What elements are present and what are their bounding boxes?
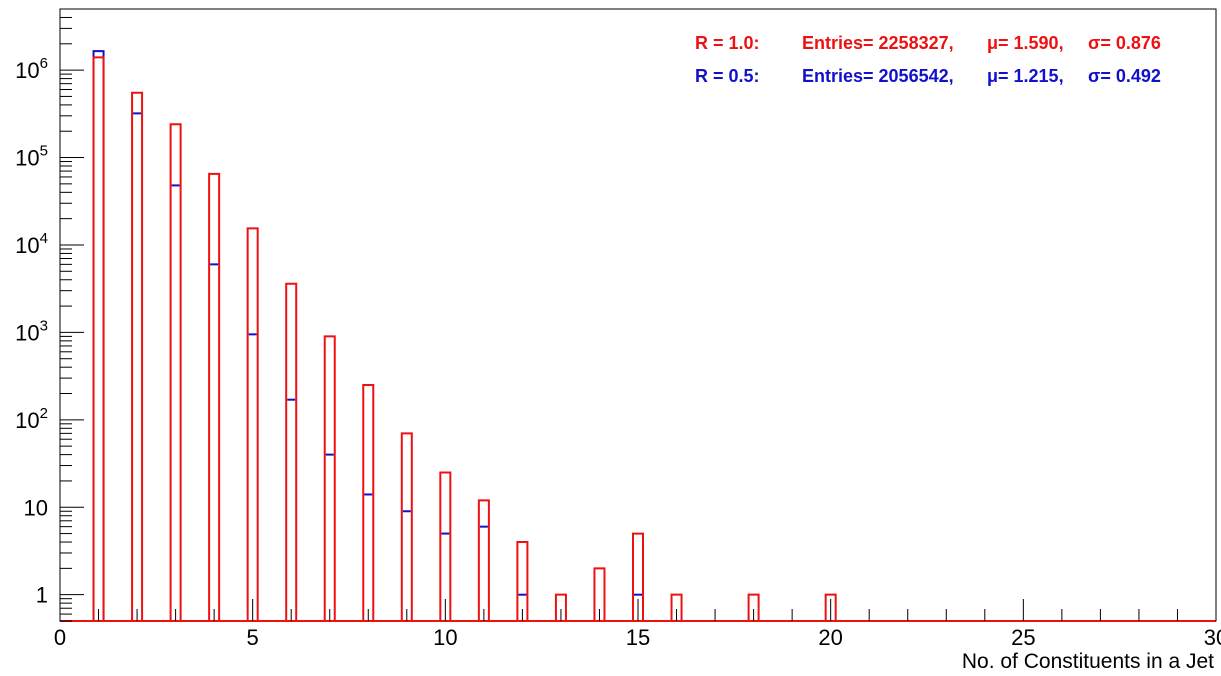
legend-label: R = 0.5: [695, 66, 760, 86]
r10-bar [131, 91, 144, 621]
r05-bar [92, 50, 105, 621]
r10-bar [208, 172, 221, 621]
stats-legend: R = 1.0: Entries= 2258327, μ= 1.590, σ= 0.8… [695, 33, 1161, 86]
r10-bar [400, 432, 413, 621]
x-axis-title: No. of Constituents in a Jet [962, 650, 1214, 673]
x-tick-label: 0 [54, 625, 66, 650]
r10-bar [631, 532, 645, 621]
r10-bar [747, 593, 760, 621]
r10-bar [554, 593, 567, 621]
r10-bar [593, 567, 606, 621]
y-tick-label: 104 [15, 230, 48, 258]
y-tick-label: 106 [15, 55, 48, 83]
r10-bar [477, 499, 490, 621]
r10-bar [439, 471, 452, 621]
r10-bar [92, 56, 105, 621]
y-tick-label: 103 [15, 317, 48, 345]
legend-sigma: σ= 0.492 [1088, 66, 1161, 86]
x-tick-label: 20 [818, 625, 842, 650]
r10-bar [824, 593, 837, 621]
legend-entries: Entries= 2258327, [802, 33, 954, 53]
legend-entries: Entries= 2056542, [802, 66, 954, 86]
y-tick-label: 102 [15, 405, 48, 433]
r10-bar [169, 123, 182, 621]
r10-bar [362, 384, 375, 621]
x-axis: 0 5 10 15 20 25 30 [54, 599, 1221, 650]
x-tick-label: 30 [1204, 625, 1221, 650]
y-tick-label: 10 [24, 495, 48, 520]
y-tick-label: 105 [15, 143, 48, 171]
r10-bar [516, 541, 529, 621]
legend-label: R = 1.0: [695, 33, 760, 53]
r10-bar [323, 335, 336, 621]
r10-bar [670, 593, 683, 621]
x-tick-label: 25 [1011, 625, 1035, 650]
legend-mu: μ= 1.590, [987, 33, 1064, 53]
x-tick-label: 15 [626, 625, 650, 650]
legend-sigma: σ= 0.876 [1088, 33, 1161, 53]
r10-bar [285, 282, 298, 621]
plot-frame [59, 8, 1217, 622]
legend-mu: μ= 1.215, [987, 66, 1064, 86]
x-tick-label: 10 [433, 625, 457, 650]
y-axis: 1 10 102 103 104 105 106 [15, 8, 84, 622]
r10-bar [246, 227, 259, 621]
y-tick-label: 1 [36, 583, 48, 608]
series-marks [60, 50, 1216, 622]
x-tick-label: 5 [247, 625, 259, 650]
